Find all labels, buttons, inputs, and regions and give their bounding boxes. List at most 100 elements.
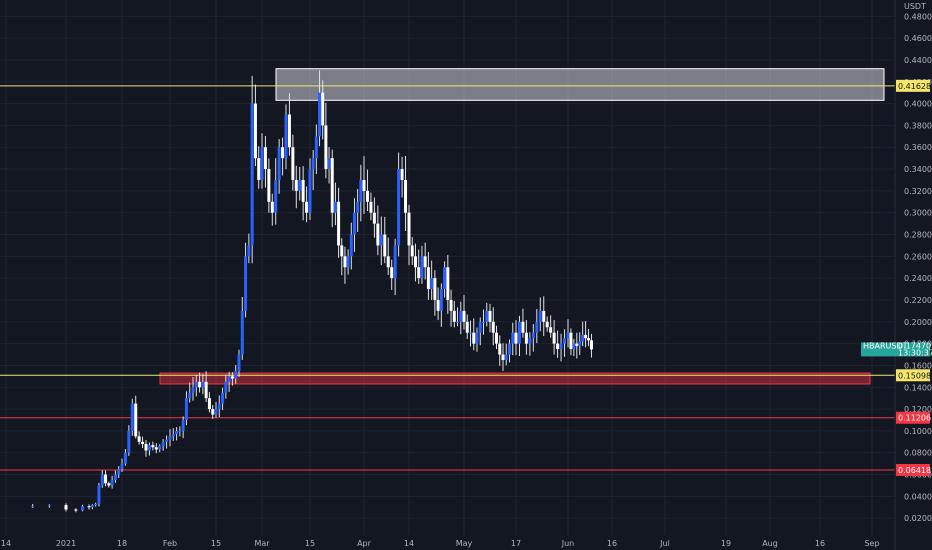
symbol-label: HBARUSDT	[863, 341, 908, 350]
candle-body	[134, 403, 138, 437]
candle-body	[107, 483, 111, 486]
candle-body	[511, 332, 515, 344]
candle-body	[491, 321, 495, 333]
candle-body	[538, 310, 542, 322]
candle-body	[311, 158, 315, 170]
candle-body	[31, 506, 35, 508]
candle-body	[90, 505, 94, 508]
candle-body	[137, 436, 141, 442]
candle-body	[168, 436, 172, 440]
candle-body	[417, 267, 421, 279]
candle-body	[308, 169, 312, 213]
candle-body	[559, 343, 563, 350]
candle-body	[459, 310, 463, 322]
candle-body	[230, 376, 234, 379]
x-tick-label: 14	[1, 539, 11, 548]
candle-body	[475, 332, 479, 344]
candle-body	[589, 340, 593, 350]
candle-body	[504, 354, 508, 360]
time-axis[interactable]: 14 2021 18 Feb 15 Mar 15 Apr 14 May 17 Jun 16 Jul 19 Au…	[1, 539, 880, 548]
candle-body	[397, 169, 401, 246]
candle-body	[581, 334, 585, 342]
candle-body	[531, 332, 535, 339]
candle-body	[420, 256, 424, 279]
x-tick-label: Jul	[659, 539, 670, 548]
candle-body	[141, 441, 145, 444]
candle-body	[151, 445, 155, 448]
candle-body	[359, 179, 363, 202]
candle-body	[240, 310, 244, 355]
candle-body	[465, 321, 469, 333]
candle-body	[517, 321, 521, 344]
candle-body	[488, 310, 492, 322]
candle-body	[94, 503, 98, 506]
x-tick-label: Jun	[561, 539, 575, 548]
x-tick-label: 15	[211, 539, 221, 548]
candle-body	[379, 234, 383, 246]
x-tick-label: 19	[721, 539, 731, 548]
candle-body	[528, 338, 532, 344]
candle-body	[569, 332, 573, 350]
level-price-tag	[896, 411, 930, 424]
candle-body	[343, 256, 347, 268]
candle-body	[80, 506, 84, 511]
level-price-tag	[896, 369, 930, 382]
candle-body	[257, 158, 261, 180]
candle-body	[281, 147, 285, 159]
candle-body	[64, 505, 68, 510]
x-tick-label: Sep	[864, 539, 879, 548]
current-price-text: 0.17470	[898, 341, 931, 350]
candle-body	[175, 430, 179, 435]
x-tick-label: Mar	[254, 539, 270, 548]
candle-body	[456, 321, 460, 323]
currency-label: USDT	[904, 2, 926, 11]
candle-body	[287, 114, 291, 148]
candle-body	[410, 245, 414, 257]
candle-body	[284, 114, 288, 159]
x-tick-label: 15	[305, 539, 315, 548]
candle-body	[47, 505, 51, 507]
candle-body	[436, 299, 440, 311]
candle-body	[383, 234, 387, 257]
candle-body	[263, 147, 267, 170]
candle-body	[291, 147, 295, 180]
level-price-text: 0.15098	[898, 371, 931, 380]
candle-body	[247, 245, 251, 257]
candle-body	[407, 212, 411, 246]
candle-body	[542, 310, 546, 322]
candle-body	[127, 430, 131, 453]
candle-body	[260, 147, 264, 180]
x-tick-label: Feb	[163, 539, 177, 548]
candle-body	[556, 343, 560, 350]
candle-body	[113, 474, 117, 480]
candle-body	[566, 332, 570, 339]
candle-body	[204, 381, 208, 399]
candle-body	[346, 256, 350, 268]
candle-body	[552, 332, 556, 344]
candle-body	[369, 201, 373, 213]
x-tick-label: Aug	[762, 539, 778, 548]
candle-body	[485, 310, 489, 322]
candle-body	[376, 223, 380, 246]
candle-body	[120, 463, 124, 470]
candle-body	[188, 392, 192, 399]
candle-body	[327, 158, 331, 170]
candle-body	[201, 381, 205, 388]
candle-body	[524, 332, 528, 344]
candle-body	[452, 310, 456, 322]
candle-body	[508, 343, 511, 355]
candle-body	[321, 92, 325, 126]
candle-body	[404, 179, 408, 213]
candle-body	[97, 485, 101, 504]
candle-body	[130, 403, 134, 431]
candle-body	[587, 338, 591, 341]
